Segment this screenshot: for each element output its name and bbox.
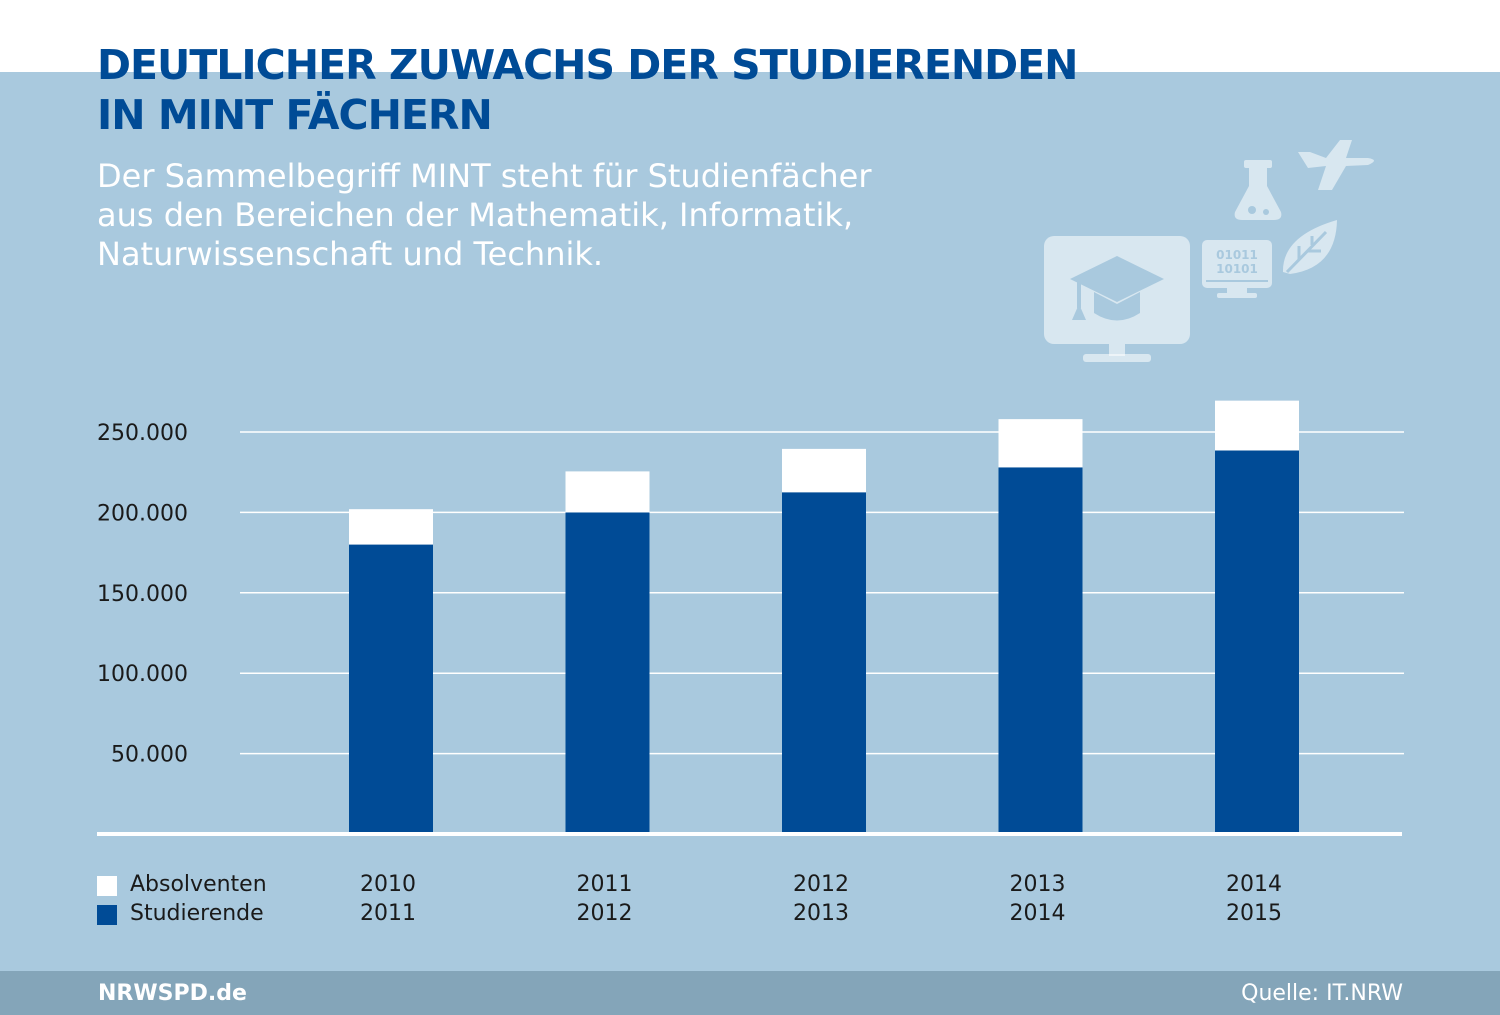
x-tick-label: 2010 [360,872,416,897]
legend-swatch-studierende [97,905,117,925]
legend-swatch-absolventen [97,876,117,896]
x-tick-label: 2012 [793,872,849,897]
page-title: DEUTLICHER ZUWACHS DER STUDIERENDEN IN M… [97,40,1247,140]
y-tick-label: 50.000 [111,743,188,768]
binary-line-2: 10101 [1216,262,1258,276]
bar-absolventen-3 [998,419,1083,468]
y-tick-label: 200.000 [97,501,188,526]
bar-studierende-4 [1215,450,1299,834]
brand-link[interactable]: NRWSPD.de [98,981,247,1006]
x-tick-label: 2015 [1226,901,1282,926]
legend-label-absolventen: Absolventen [130,872,267,897]
bar-absolventen-1 [565,471,650,513]
subtitle-line-3: Naturwissenschaft und Technik. [97,235,604,273]
x-tick-label: 2013 [793,901,849,926]
y-tick-label: 150.000 [97,582,188,607]
source-note: Quelle: IT.NRW [1241,981,1403,1006]
bar-studierende-1 [565,512,650,834]
y-tick-label: 100.000 [97,662,188,687]
bar-absolventen-2 [782,448,866,493]
bars [349,400,1299,834]
x-tick-label: 2012 [577,901,633,926]
x-tick-label: 2011 [360,901,416,926]
flask-icon [1234,160,1282,220]
x-tick-label: 2014 [1010,901,1066,926]
x-tick-label: 2014 [1226,872,1282,897]
y-axis-labels: 50.000 100.000 150.000 200.000 250.000 [97,421,188,768]
airplane-icon [1298,140,1374,190]
subtitle-line-1: Der Sammelbegriff MINT steht für Studien… [97,157,872,195]
x-axis-labels: 2010 2011 2011 2012 2012 2013 2013 2014 2014 2015 [360,872,1282,926]
y-tick-label: 250.000 [97,421,188,446]
subtitle: Der Sammelbegriff MINT steht für Studien… [97,157,997,274]
binary-line-1: 01011 [1216,248,1258,262]
title-line-2: IN MINT FÄCHERN [97,91,493,139]
bar-studierende-2 [782,492,866,834]
bar-studierende-3 [998,467,1083,834]
footer: NRWSPD.de Quelle: IT.NRW [0,971,1500,1015]
binary-computer-icon: 01011 10101 [1202,240,1272,298]
x-tick-label: 2013 [1010,872,1066,897]
graduation-monitor-icon [1044,236,1190,362]
x-tick-label: 2011 [577,872,633,897]
bar-absolventen-0 [349,509,433,545]
bar-absolventen-4 [1215,400,1299,451]
title-line-1: DEUTLICHER ZUWACHS DER STUDIERENDEN [97,41,1079,89]
legend-label-studierende: Studierende [130,901,264,926]
leaf-icon [1282,220,1337,274]
bar-studierende-0 [349,544,433,834]
subtitle-line-2: aus den Bereichen der Mathematik, Inform… [97,196,854,234]
